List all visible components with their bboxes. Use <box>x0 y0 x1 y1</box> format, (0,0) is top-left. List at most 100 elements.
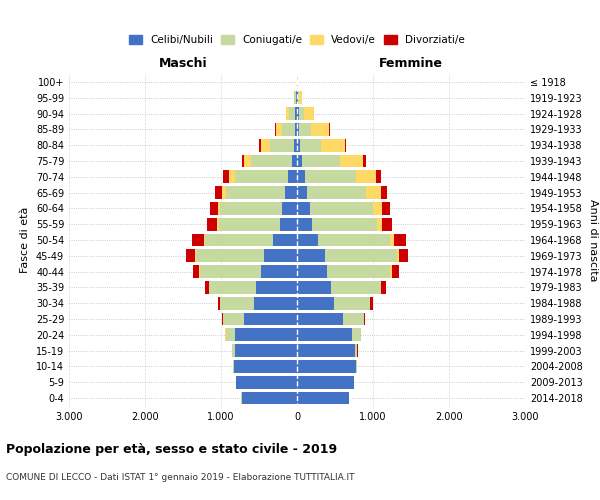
Bar <box>397 250 399 262</box>
Bar <box>229 170 235 183</box>
Bar <box>297 154 302 168</box>
Bar <box>373 202 382 215</box>
Bar <box>298 92 299 104</box>
Bar <box>205 281 209 294</box>
Bar <box>260 138 269 151</box>
Bar <box>363 154 366 168</box>
Bar <box>223 170 229 183</box>
Bar <box>288 170 297 183</box>
Bar <box>364 312 365 326</box>
Bar <box>242 154 244 168</box>
Bar <box>297 218 312 230</box>
Bar <box>297 186 307 199</box>
Bar <box>236 376 297 388</box>
Bar <box>297 138 299 151</box>
Bar <box>356 360 357 373</box>
Bar <box>297 265 328 278</box>
Bar <box>218 202 220 215</box>
Bar <box>299 138 321 151</box>
Bar <box>377 218 382 230</box>
Text: Popolazione per età, sesso e stato civile - 2019: Popolazione per età, sesso e stato civil… <box>6 442 337 456</box>
Bar <box>355 344 358 357</box>
Text: Femmine: Femmine <box>379 57 443 70</box>
Bar <box>302 154 340 168</box>
Bar <box>251 154 292 168</box>
Bar <box>297 376 354 388</box>
Bar <box>305 170 356 183</box>
Bar <box>382 186 388 199</box>
Bar <box>297 344 355 357</box>
Bar <box>343 312 364 326</box>
Bar <box>232 344 235 357</box>
Bar <box>331 281 380 294</box>
Bar <box>299 107 304 120</box>
Bar <box>297 234 317 246</box>
Bar <box>297 107 299 120</box>
Bar <box>226 328 235 342</box>
Bar <box>352 328 361 342</box>
Bar <box>215 186 222 199</box>
Bar <box>297 250 325 262</box>
Bar <box>295 123 297 136</box>
Bar <box>297 312 343 326</box>
Bar <box>282 202 297 215</box>
Bar <box>344 138 346 151</box>
Bar <box>382 202 391 215</box>
Bar <box>299 123 311 136</box>
Bar <box>254 296 297 310</box>
Bar <box>297 296 334 310</box>
Bar <box>297 392 349 404</box>
Bar <box>295 92 296 104</box>
Text: COMUNE DI LECCO - Dati ISTAT 1° gennaio 2019 - Elaborazione TUTTITALIA.IT: COMUNE DI LECCO - Dati ISTAT 1° gennaio … <box>6 472 355 482</box>
Bar <box>209 281 256 294</box>
Bar <box>193 265 199 278</box>
Bar <box>282 123 295 136</box>
Bar <box>222 312 223 326</box>
Bar <box>269 138 294 151</box>
Bar <box>274 234 297 246</box>
Bar <box>321 138 344 151</box>
Bar <box>200 265 260 278</box>
Bar <box>382 281 386 294</box>
Bar <box>234 360 297 373</box>
Bar <box>380 281 382 294</box>
Bar <box>294 138 297 151</box>
Bar <box>382 218 392 230</box>
Bar <box>304 107 314 120</box>
Bar <box>310 202 373 215</box>
Bar <box>356 170 376 183</box>
Bar <box>297 123 299 136</box>
Bar <box>312 218 377 230</box>
Bar <box>222 186 226 199</box>
Bar <box>219 218 280 230</box>
Bar <box>286 107 289 120</box>
Bar <box>328 265 391 278</box>
Bar <box>297 92 298 104</box>
Bar <box>295 107 297 120</box>
Bar <box>244 154 251 168</box>
Bar <box>325 250 397 262</box>
Bar <box>285 186 297 199</box>
Bar <box>192 234 204 246</box>
Bar <box>294 92 295 104</box>
Bar <box>195 250 196 262</box>
Bar <box>329 123 330 136</box>
Bar <box>289 107 295 120</box>
Y-axis label: Anni di nascita: Anni di nascita <box>588 198 598 281</box>
Bar <box>297 202 310 215</box>
Bar <box>391 265 392 278</box>
Bar <box>376 170 380 183</box>
Bar <box>265 250 297 262</box>
Bar <box>370 296 373 310</box>
Bar <box>340 154 363 168</box>
Y-axis label: Fasce di età: Fasce di età <box>20 207 30 273</box>
Bar <box>244 312 297 326</box>
Bar <box>280 218 297 230</box>
Bar <box>235 328 297 342</box>
Bar <box>218 296 220 310</box>
Bar <box>209 202 218 215</box>
Bar <box>366 186 382 199</box>
Bar <box>242 392 297 404</box>
Bar <box>220 202 282 215</box>
Bar <box>392 265 399 278</box>
